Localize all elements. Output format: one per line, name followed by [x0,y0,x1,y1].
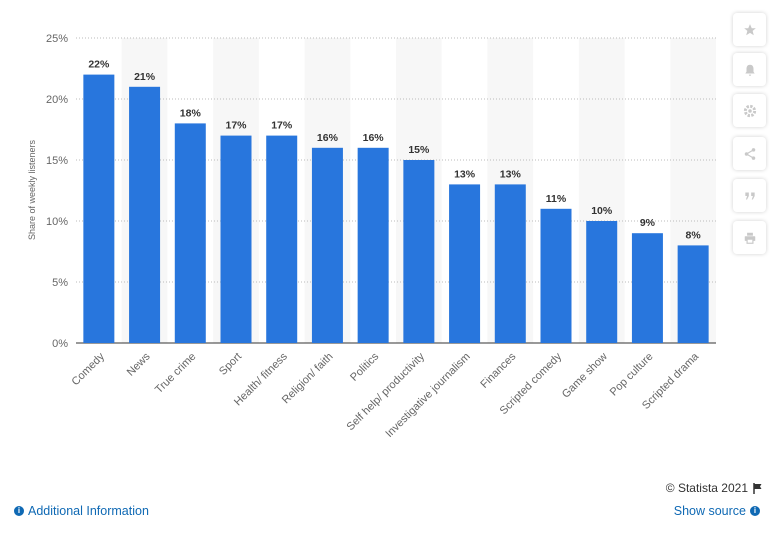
bar-value-label: 22% [88,59,110,71]
bar-value-label: 13% [454,168,476,180]
bar-value-label: 17% [271,120,293,132]
info-icon: i [750,506,760,516]
bar-value-label: 13% [500,168,522,180]
y-tick-label: 20% [46,94,68,106]
y-axis-label: Share of weekly listeners [27,139,37,240]
bar [540,208,572,343]
y-tick-label: 25% [46,33,68,45]
gear-icon [743,104,756,117]
print-button[interactable] [733,221,766,254]
print-icon [744,232,755,244]
x-tick-label: Finances [478,350,518,390]
x-tick-label: News [125,350,153,378]
bell-icon [744,64,755,76]
x-tick-label: True crime [153,351,198,396]
x-tick-label: Game show [560,351,610,401]
bar [266,135,298,343]
credits-text: © Statista 2021 [665,481,748,495]
x-tick-label: Investigative journalism [383,351,472,440]
favorite-button[interactable] [733,13,766,46]
bar [586,221,618,343]
show-source-label: Show source [673,504,746,518]
bar-value-label: 17% [225,120,247,132]
flag-icon [753,482,762,494]
additional-information-label: Additional Information [28,504,149,518]
share-button[interactable] [733,137,766,170]
y-axis-ticks: 0% 5% 10% 15% 20% 25% [46,33,68,350]
bar [83,74,115,343]
share-icon [744,147,755,160]
cite-button[interactable] [733,179,766,212]
additional-information-link[interactable]: i Additional Information [14,504,149,518]
bar-value-label: 21% [134,71,156,83]
bar [494,184,526,343]
x-tick-label: Sport [217,351,244,378]
bar [631,233,663,343]
x-tick-label: Self help/ productivity [345,350,428,433]
bar [220,135,252,343]
bar [174,123,206,344]
bar [449,184,481,343]
bar-value-label: 15% [408,144,430,156]
bar-value-label: 18% [180,107,202,119]
bar-value-label: 10% [591,205,613,217]
star-icon [743,23,756,35]
y-tick-label: 15% [46,155,68,167]
quote-icon [744,192,755,199]
bar-value-label: 16% [317,132,339,144]
x-tick-label: Politics [348,350,381,383]
bar [129,86,161,344]
bar-value-label: 16% [363,132,385,144]
y-tick-label: 10% [46,216,68,228]
bar [677,245,709,343]
y-tick-label: 5% [52,277,68,289]
bar-value-label: 9% [640,217,656,229]
value-labels: 22% 21% 18% 17% 17% 16% 16% 15% 13% 13% 11% 10% 9% 8% [88,59,701,242]
bar-value-label: 11% [546,193,567,205]
x-tick-label: Pop culture [608,351,656,399]
show-source-link[interactable]: Show source i [674,504,760,518]
bar [311,147,343,343]
bar [403,160,435,343]
bar-chart: 0% 5% 10% 15% 20% 25% 22% 21% 18% 17% 17% 16% 16% 15… [27,33,716,440]
y-tick-label: 0% [52,338,68,350]
notification-button[interactable] [733,53,766,86]
settings-button[interactable] [733,94,766,127]
bar-value-label: 8% [686,229,702,241]
bar [357,147,389,343]
credits: © Statista 2021 [666,481,763,495]
bars [83,74,709,344]
info-icon: i [14,506,24,516]
x-tick-label: Comedy [70,350,108,388]
